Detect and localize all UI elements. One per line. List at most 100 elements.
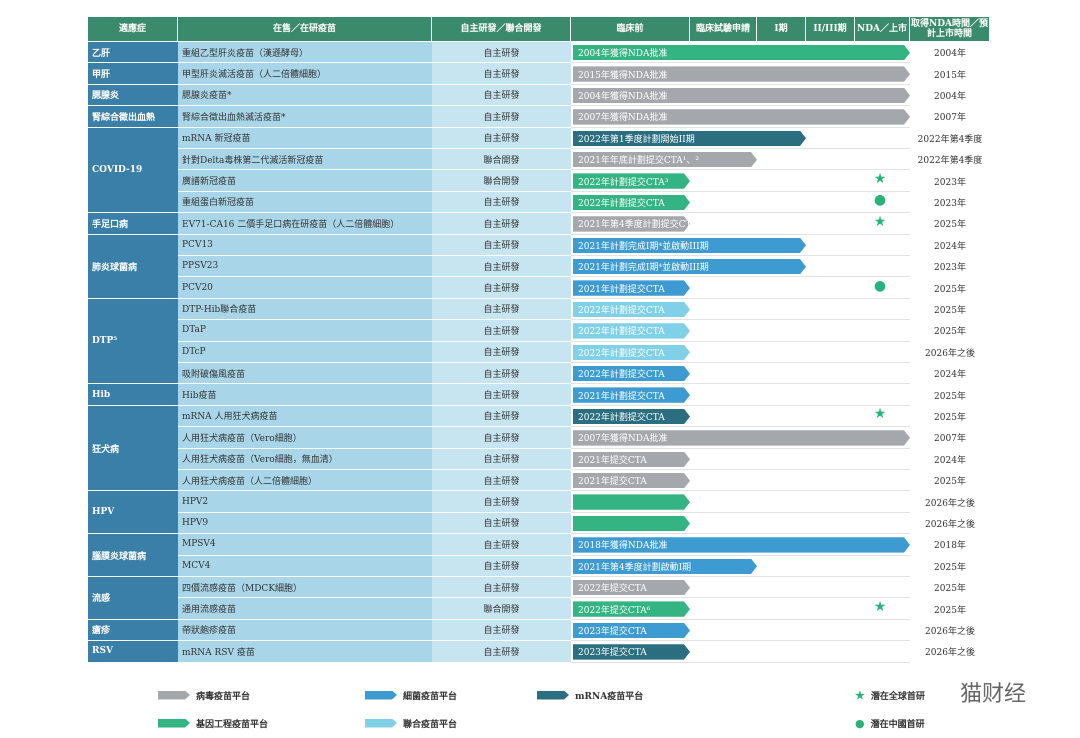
phase-cell <box>571 427 910 449</box>
development-cell: 自主研發 <box>432 641 571 663</box>
legend-label: 基因工程疫苗平台 <box>196 719 269 730</box>
legend-item: 聯合疫苗平台 <box>365 716 535 730</box>
phase-cell <box>571 149 910 171</box>
vaccine-cell: 四價流感疫苗（MDCK細胞） <box>178 577 432 599</box>
time-cell: 2026年之後 <box>925 519 975 530</box>
phase-cell <box>571 598 910 620</box>
time-cell: 2024年 <box>934 455 966 466</box>
development-cell: 自主研發 <box>432 213 571 235</box>
vaccine-header: 在售／在研疫苗 <box>178 17 432 41</box>
indication-cell: 狂犬病 <box>88 405 178 492</box>
legend-label: 聯合疫苗平台 <box>403 719 458 730</box>
time-cell: 2015年 <box>934 70 966 81</box>
indication-cell: Hib <box>88 384 178 406</box>
phase-cell <box>571 63 910 85</box>
phase-cell <box>571 470 910 492</box>
phase-cell <box>571 449 910 470</box>
vaccine-cell: mRNA RSV 疫苗 <box>178 641 432 663</box>
phase-cell <box>571 556 910 577</box>
time-cell: 2022年第4季度 <box>917 156 983 167</box>
time-cell: 2025年 <box>934 562 966 573</box>
development-cell: 自主研發 <box>432 470 571 492</box>
vaccine-cell: 針對Delta毒株第二代滅活新冠疫苗 <box>178 149 432 171</box>
marker-star: ★ <box>873 406 887 423</box>
marker-star: ★ <box>873 599 887 616</box>
phase-cell <box>571 342 910 363</box>
time-cell: 2004年 <box>934 49 966 60</box>
phase-cell <box>571 641 910 663</box>
time-cell: 2026年之後 <box>925 626 975 637</box>
vaccine-cell: Hib疫苗 <box>178 384 432 406</box>
development-cell: 自主研發 <box>432 127 571 149</box>
marker-star: ★ <box>873 171 887 188</box>
phase-cell <box>571 384 910 406</box>
indication-cell: 瘡疹 <box>88 619 178 642</box>
development-cell: 自主研發 <box>432 341 571 363</box>
phase-header: 臨床前 <box>571 17 690 41</box>
development-cell: 自主研發 <box>432 106 571 128</box>
pipeline-bar: 2022年計劃提交CTA <box>573 195 690 210</box>
indication-cell: 乙肝 <box>88 42 178 64</box>
vaccine-cell: mRNA 新冠疫苗 <box>178 127 432 149</box>
marker-legend-item: ★ 潛在全球首研 <box>855 688 955 702</box>
phase-cell <box>571 320 910 342</box>
legend-swatch <box>537 691 569 700</box>
development-cell: 自主研發 <box>432 384 571 406</box>
vaccine-cell: 重組蛋白新冠疫苗 <box>178 191 432 214</box>
time-header: 取得NDA時間／預計上市時間 <box>910 17 990 41</box>
development-header: 自主研發／聯合開發 <box>432 17 571 41</box>
time-cell: 2025年 <box>934 391 966 402</box>
phase-cell <box>571 534 910 556</box>
indication-cell: RSV <box>88 641 178 663</box>
time-cell: 2018年 <box>934 541 966 552</box>
development-cell: 自主研發 <box>432 277 571 299</box>
phase-cell <box>571 213 910 235</box>
time-cell: 2004年 <box>934 91 966 102</box>
pipeline-bar: 2021年提交CTA <box>573 473 690 488</box>
development-cell: 自主研發 <box>432 63 571 85</box>
phase-header: 臨床試驗申請 <box>690 17 757 41</box>
vaccine-cell: 腎綜合徵出血熱滅活疫苗* <box>178 106 432 128</box>
vaccine-cell: 廣譜新冠疫苗 <box>178 170 432 192</box>
pipeline-bar: 2021年第4季度計劃提交CTA <box>573 216 690 231</box>
vaccine-cell: HPV2 <box>178 491 432 513</box>
phase-cell <box>571 363 910 385</box>
legend-swatch <box>158 719 190 728</box>
pipeline-bar: 2022年計劃提交CTA³ <box>573 173 690 188</box>
development-cell: 自主研發 <box>432 42 571 64</box>
pipeline-bar: 2021年年底計劃提交CTA¹、² <box>573 152 757 167</box>
pipeline-bar: 2021年計劃完成I期⁴並啟動III期 <box>573 259 806 274</box>
indication-cell: 流感 <box>88 577 178 620</box>
vaccine-cell: PCV20 <box>178 277 432 299</box>
phase-cell <box>571 277 910 299</box>
legend-marker: ★ <box>855 688 865 702</box>
vaccine-cell: 吸附破傷風疫苗 <box>178 363 432 385</box>
pipeline-bar: 2022年計劃提交CTA <box>573 302 690 317</box>
time-cell: 2025年 <box>934 305 966 316</box>
development-cell: 自主研發 <box>432 448 571 470</box>
time-cell: 2025年 <box>934 327 966 338</box>
phase-cell <box>571 513 910 535</box>
development-cell: 自主研發 <box>432 534 571 556</box>
time-cell: 2023年 <box>934 177 966 188</box>
time-cell: 2025年 <box>934 220 966 231</box>
pipeline-bar: 2021年計劃完成I期⁴並啟動III期 <box>573 238 806 253</box>
time-cell: 2007年 <box>934 113 966 124</box>
phase-header: II/III期 <box>806 17 855 41</box>
marker-dot: ● <box>873 278 887 295</box>
phase-header: I期 <box>757 17 806 41</box>
vaccine-cell: 人用狂犬病疫苗（Vero細胞） <box>178 427 432 449</box>
development-cell: 自主研發 <box>432 234 571 256</box>
indication-cell: 腮腺炎 <box>88 84 178 107</box>
indication-cell: 甲肝 <box>88 63 178 85</box>
phase-cell <box>571 235 910 256</box>
pipeline-bar: 2021年第4季度計劃啟動I期 <box>573 559 757 574</box>
indication-cell: COVID-19 <box>88 127 178 214</box>
pipeline-bar: 2022年計劃提交CTA <box>573 409 690 424</box>
pipeline-bar <box>573 494 690 509</box>
pipeline-bar: 2022年第1季度計劃開始II期 <box>573 131 806 146</box>
vaccine-cell: 人用狂犬病疫苗（Vero細胞，無血清） <box>178 448 432 470</box>
pipeline-bar <box>573 516 690 531</box>
legend-item: 基因工程疫苗平台 <box>158 716 328 730</box>
vaccine-cell: MPSV4 <box>178 534 432 556</box>
